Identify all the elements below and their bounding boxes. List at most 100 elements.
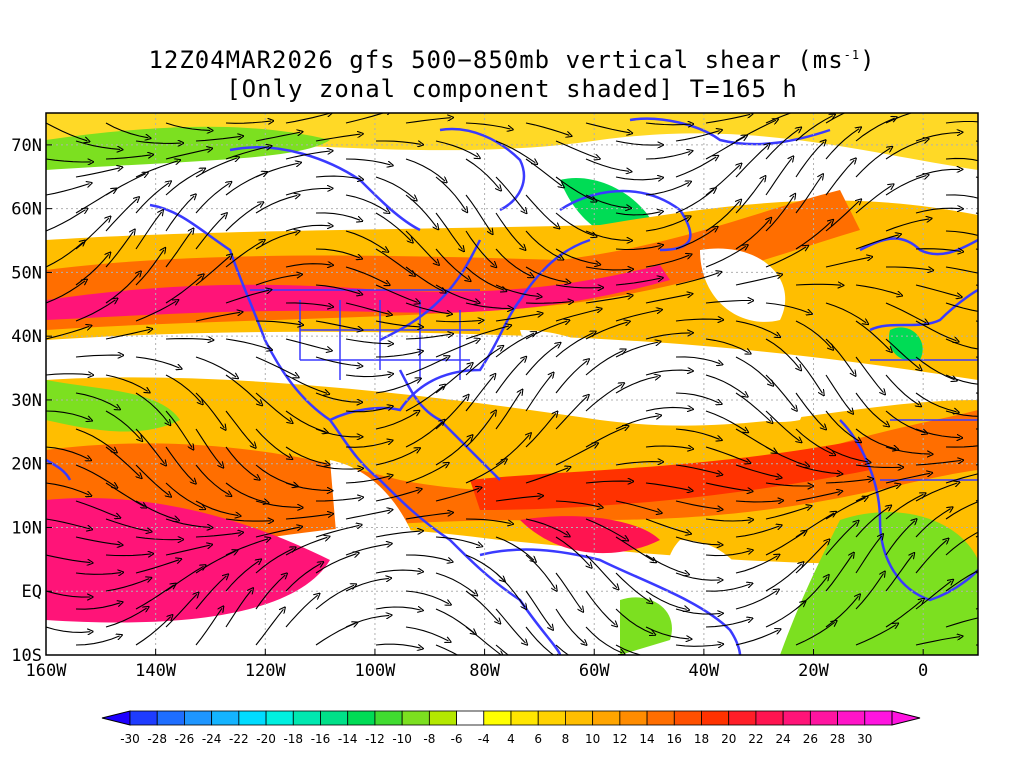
streamline: [495, 358, 525, 394]
streamline: [285, 302, 331, 307]
streamline: [915, 284, 960, 297]
streamline: [135, 212, 162, 250]
streamline: [945, 157, 978, 162]
streamline: [615, 644, 659, 655]
colorbar-label: 18: [694, 732, 709, 746]
streamline: [975, 356, 978, 358]
streamline: [975, 644, 978, 646]
streamline: [495, 314, 540, 322]
streamline: [46, 410, 90, 420]
streamline: [705, 446, 748, 462]
streamline: [405, 357, 447, 376]
colorbar-swatch: [156, 710, 185, 726]
map-title-line-1: 12Z04MAR2026 gfs 500−850mb vertical shea…: [0, 46, 1024, 74]
streamline: [315, 284, 360, 294]
streamline: [645, 370, 691, 376]
streamline: [795, 176, 822, 214]
streamline: [465, 230, 495, 266]
streamline: [555, 212, 594, 236]
streamline: [165, 545, 210, 556]
streamline: [825, 338, 854, 374]
streamline: [645, 183, 689, 196]
streamline: [165, 374, 201, 403]
streamline: [135, 428, 165, 464]
streamline: [615, 572, 650, 602]
streamline: [46, 590, 90, 597]
colorbar-label: 16: [667, 732, 682, 746]
colorbar-swatch: [510, 710, 539, 726]
colorbar-label: 30: [857, 732, 872, 746]
streamline: [345, 407, 391, 413]
streamline: [315, 356, 360, 366]
streamline: [855, 186, 892, 214]
streamline: [495, 392, 521, 430]
lon-tick-label: 120W: [245, 661, 287, 681]
streamline: [105, 122, 148, 138]
streamline: [555, 333, 594, 358]
streamline: [165, 196, 194, 232]
streamline: [735, 526, 780, 538]
colorbar-label: 24: [776, 732, 791, 746]
streamline: [405, 386, 443, 412]
streamline: [975, 212, 978, 215]
streamline: [705, 301, 751, 304]
lon-tick-label: 0: [918, 661, 928, 681]
streamline: [405, 590, 449, 604]
colorbar-swatch: [646, 710, 675, 726]
colorbar-swatch: [265, 710, 294, 726]
streamline: [945, 266, 978, 274]
streamline: [555, 500, 601, 507]
streamline: [945, 410, 978, 417]
streamline: [165, 482, 203, 508]
colorbar-swatch: [211, 710, 240, 726]
streamline: [135, 183, 169, 214]
streamline: [705, 551, 751, 557]
streamline: [705, 584, 750, 592]
streamline: [675, 356, 720, 364]
streamline: [46, 281, 85, 304]
streamline: [795, 320, 832, 348]
streamline: [195, 608, 222, 646]
streamline: [855, 392, 887, 425]
streamline: [735, 464, 779, 477]
streamline: [735, 630, 778, 646]
streamline: [585, 590, 615, 625]
streamline: [585, 554, 617, 588]
streamline: [405, 626, 449, 641]
streamline: [495, 140, 535, 163]
streamline: [405, 513, 451, 520]
colorbar-label: 12: [612, 732, 627, 746]
streamline: [105, 329, 150, 340]
streamline: [255, 132, 300, 142]
streamline: [555, 248, 598, 264]
streamline: [495, 333, 534, 358]
colorbar-swatch: [129, 710, 158, 726]
colorbar-label: 10: [585, 732, 600, 746]
streamline: [765, 196, 794, 232]
title-suffix: ): [860, 46, 876, 74]
streamline: [825, 374, 852, 412]
streamline: [825, 201, 859, 232]
colorbar: -30 -28 -26 -24 -22 -20 -18 -16 -14 -12 -10 -8 -6 -4 4…: [101, 710, 921, 746]
streamline: [645, 217, 689, 232]
streamline: [675, 131, 720, 142]
streamline: [915, 392, 957, 412]
streamline: [615, 536, 654, 561]
streamline: [675, 572, 720, 580]
streamline: [46, 158, 91, 162]
streamline: [885, 521, 915, 556]
colorbar-swatch: [537, 710, 566, 726]
streamline: [885, 374, 919, 405]
streamline: [705, 338, 749, 353]
colorbar-label: -6: [451, 732, 463, 746]
streamline: [585, 194, 629, 208]
colorbar-swatch: [673, 710, 702, 726]
streamline: [135, 585, 174, 610]
streamline: [855, 428, 896, 449]
lat-tick-label: 70N: [11, 136, 42, 156]
streamline: [225, 290, 269, 304]
streamline: [105, 231, 133, 268]
streamline: [105, 608, 147, 628]
streamline: [75, 300, 116, 322]
streamline: [645, 333, 691, 340]
